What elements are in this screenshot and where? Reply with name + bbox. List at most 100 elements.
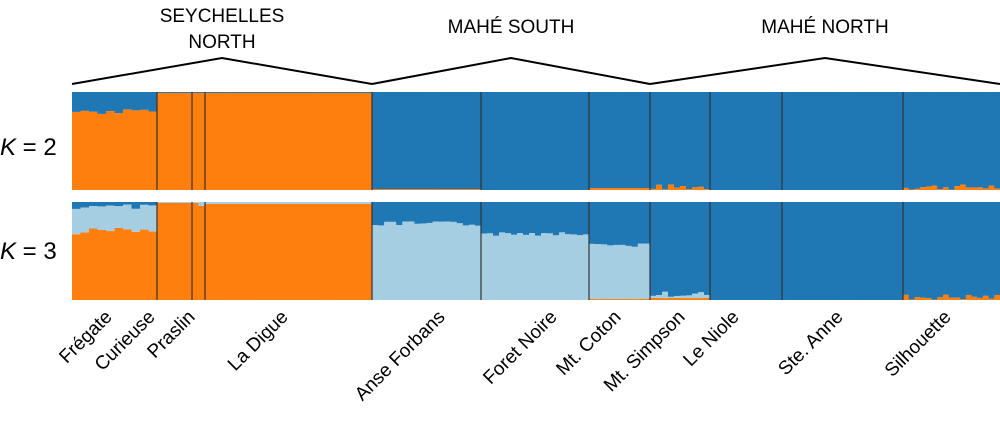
bar-K2-praslin-1-blue bbox=[198, 92, 206, 93]
bar-K3-silhouette-1-orange bbox=[908, 299, 915, 300]
bar-K2-mt-coton-5-blue bbox=[619, 92, 626, 189]
bar-K2-silhouette-1-blue bbox=[908, 92, 915, 190]
bar-K2-la-digue-2-orange bbox=[221, 92, 231, 190]
bar-K2-ste-anne-15-blue bbox=[872, 92, 880, 190]
bar-K2-le-niole-1-blue bbox=[716, 92, 723, 190]
bar-K2-fr-gate-7-orange bbox=[131, 110, 141, 190]
bar-K3-mt-coton-4-light_blue bbox=[613, 244, 620, 300]
bar-K3-la-digue-16-orange bbox=[338, 203, 348, 300]
bar-K3-mt-simpson-1-orange bbox=[656, 297, 663, 300]
bar-K2-la-digue-15-orange bbox=[330, 92, 339, 190]
bar-K2-anse-forbans-10-orange bbox=[432, 189, 440, 190]
bar-K2-silhouette-15-orange bbox=[988, 185, 995, 190]
bar-K2-anse-forbans-5-blue bbox=[402, 92, 409, 190]
bar-K3-foret-noire-5-light_blue bbox=[511, 234, 518, 300]
row-K3 bbox=[72, 202, 1000, 300]
bar-K3-ste-anne-2-blue bbox=[794, 202, 801, 300]
bar-K2-anse-forbans-16-blue bbox=[468, 92, 476, 190]
bar-K2-la-digue-14-orange bbox=[321, 92, 331, 190]
bar-K3-le-niole-9-blue bbox=[764, 202, 771, 300]
bar-K2-ste-anne-16-blue bbox=[878, 92, 886, 190]
bar-K3-silhouette-10-blue bbox=[960, 202, 967, 300]
bar-K3-praslin-0-light_blue bbox=[192, 202, 199, 203]
bar-K3-anse-forbans-8-light_blue bbox=[420, 223, 427, 300]
bar-K2-anse-forbans-17-blue bbox=[474, 92, 482, 190]
bar-K2-fr-gate-1-blue bbox=[80, 92, 90, 111]
group-label-1-0: MAHÉ SOUTH bbox=[448, 17, 575, 38]
bar-K3-fr-gate-4-orange bbox=[106, 231, 115, 300]
bar-K2-anse-forbans-0-blue bbox=[372, 92, 379, 190]
bar-K2-silhouette-2-orange bbox=[914, 188, 921, 190]
bar-K2-anse-forbans-8-orange bbox=[420, 189, 427, 190]
bar-K3-la-digue-15-light_blue bbox=[330, 202, 339, 204]
bar-K3-anse-forbans-6-light_blue bbox=[408, 221, 415, 300]
bar-K2-ste-anne-2-blue bbox=[794, 92, 801, 190]
bar-K3-anse-forbans-4-blue bbox=[396, 202, 403, 225]
bar-K2-silhouette-8-blue bbox=[948, 92, 955, 190]
bar-K2-mt-simpson-4-orange bbox=[674, 187, 681, 190]
bar-K3-la-digue-13-orange bbox=[313, 203, 323, 300]
bar-K3-mt-simpson-9-orange bbox=[704, 298, 711, 300]
bar-K2-la-digue-0-blue bbox=[205, 92, 214, 93]
bar-K3-foret-noire-3-light_blue bbox=[499, 232, 506, 300]
bar-K2-le-niole-5-blue bbox=[740, 92, 747, 190]
bar-K3-fr-gate-1-blue bbox=[80, 202, 90, 208]
bar-K2-mt-simpson-7-blue bbox=[692, 92, 699, 188]
k-label-K2: K = 2 bbox=[0, 134, 57, 161]
bar-K2-mt-coton-6-orange bbox=[625, 188, 633, 190]
bar-K2-la-digue-0-orange bbox=[205, 92, 214, 190]
bar-K2-silhouette-15-blue bbox=[988, 92, 995, 186]
bar-K2-mt-coton-9-orange bbox=[643, 188, 651, 190]
bar-K2-ste-anne-9-blue bbox=[836, 92, 843, 190]
bar-K3-anse-forbans-1-blue bbox=[378, 202, 385, 226]
bar-K3-la-digue-10-orange bbox=[288, 203, 298, 300]
bar-K3-la-digue-13-light_blue bbox=[313, 202, 323, 204]
bar-K3-la-digue-7-orange bbox=[263, 203, 273, 300]
bar-K3-mt-coton-3-blue bbox=[607, 202, 614, 246]
bar-K3-la-digue-15-orange bbox=[330, 203, 339, 300]
bar-K2-silhouette-5-blue bbox=[931, 92, 938, 186]
bar-K2-anse-forbans-4-orange bbox=[396, 189, 403, 190]
bar-K3-mt-simpson-6-blue bbox=[686, 202, 693, 296]
bar-K3-curieuse-3-light_blue bbox=[178, 202, 186, 203]
bar-K2-silhouette-4-blue bbox=[925, 92, 932, 187]
bar-K3-silhouette-13-blue bbox=[977, 202, 984, 298]
bar-K3-fr-gate-0-blue bbox=[72, 202, 81, 209]
bar-K3-la-digue-11-orange bbox=[296, 203, 306, 300]
bar-K2-anse-forbans-4-blue bbox=[396, 92, 403, 190]
bar-K3-fr-gate-9-orange bbox=[148, 231, 158, 300]
bar-K3-foret-noire-11-blue bbox=[547, 202, 554, 234]
bar-K3-foret-noire-12-light_blue bbox=[553, 235, 560, 300]
bar-K3-anse-forbans-14-light_blue bbox=[456, 223, 464, 300]
bar-K2-fr-gate-3-orange bbox=[97, 113, 107, 190]
bar-K2-praslin-0-blue bbox=[192, 92, 199, 93]
bar-K3-la-digue-5-light_blue bbox=[246, 202, 256, 204]
bar-K3-anse-forbans-2-blue bbox=[384, 202, 391, 222]
bar-K3-silhouette-14-orange bbox=[982, 295, 989, 300]
group-bracket-1 bbox=[371, 56, 651, 85]
bar-K3-mt-coton-4-blue bbox=[613, 202, 620, 245]
bar-K2-silhouette-2-blue bbox=[914, 92, 921, 189]
bar-K3-la-digue-10-light_blue bbox=[288, 202, 298, 204]
bar-K3-mt-simpson-5-light_blue bbox=[680, 295, 687, 299]
bar-K3-la-digue-4-orange bbox=[238, 203, 248, 300]
bar-K2-anse-forbans-7-blue bbox=[414, 92, 421, 190]
bar-K3-foret-noire-17-light_blue bbox=[583, 234, 590, 300]
bar-K3-curieuse-4-light_blue bbox=[185, 202, 193, 203]
bar-K2-la-digue-15-blue bbox=[330, 92, 339, 93]
bar-K3-ste-anne-16-blue bbox=[878, 202, 886, 300]
bar-K3-silhouette-2-blue bbox=[914, 202, 921, 298]
bar-K2-foret-noire-13-blue bbox=[559, 92, 566, 190]
bar-K3-anse-forbans-17-light_blue bbox=[474, 225, 482, 300]
bar-K2-anse-forbans-6-orange bbox=[408, 189, 415, 190]
bar-K3-curieuse-3-orange bbox=[178, 202, 186, 300]
group-bracket-2 bbox=[649, 56, 1000, 85]
bar-K3-silhouette-11-blue bbox=[965, 202, 972, 295]
bar-K3-mt-coton-6-blue bbox=[625, 202, 633, 246]
bar-K2-foret-noire-17-blue bbox=[583, 92, 590, 190]
bar-K3-la-digue-17-light_blue bbox=[346, 202, 356, 204]
bar-K2-ste-anne-17-blue bbox=[884, 92, 892, 190]
bar-K2-foret-noire-9-blue bbox=[535, 92, 542, 190]
bar-K2-fr-gate-3-blue bbox=[97, 92, 107, 114]
bar-K2-praslin-0-orange bbox=[192, 92, 199, 190]
